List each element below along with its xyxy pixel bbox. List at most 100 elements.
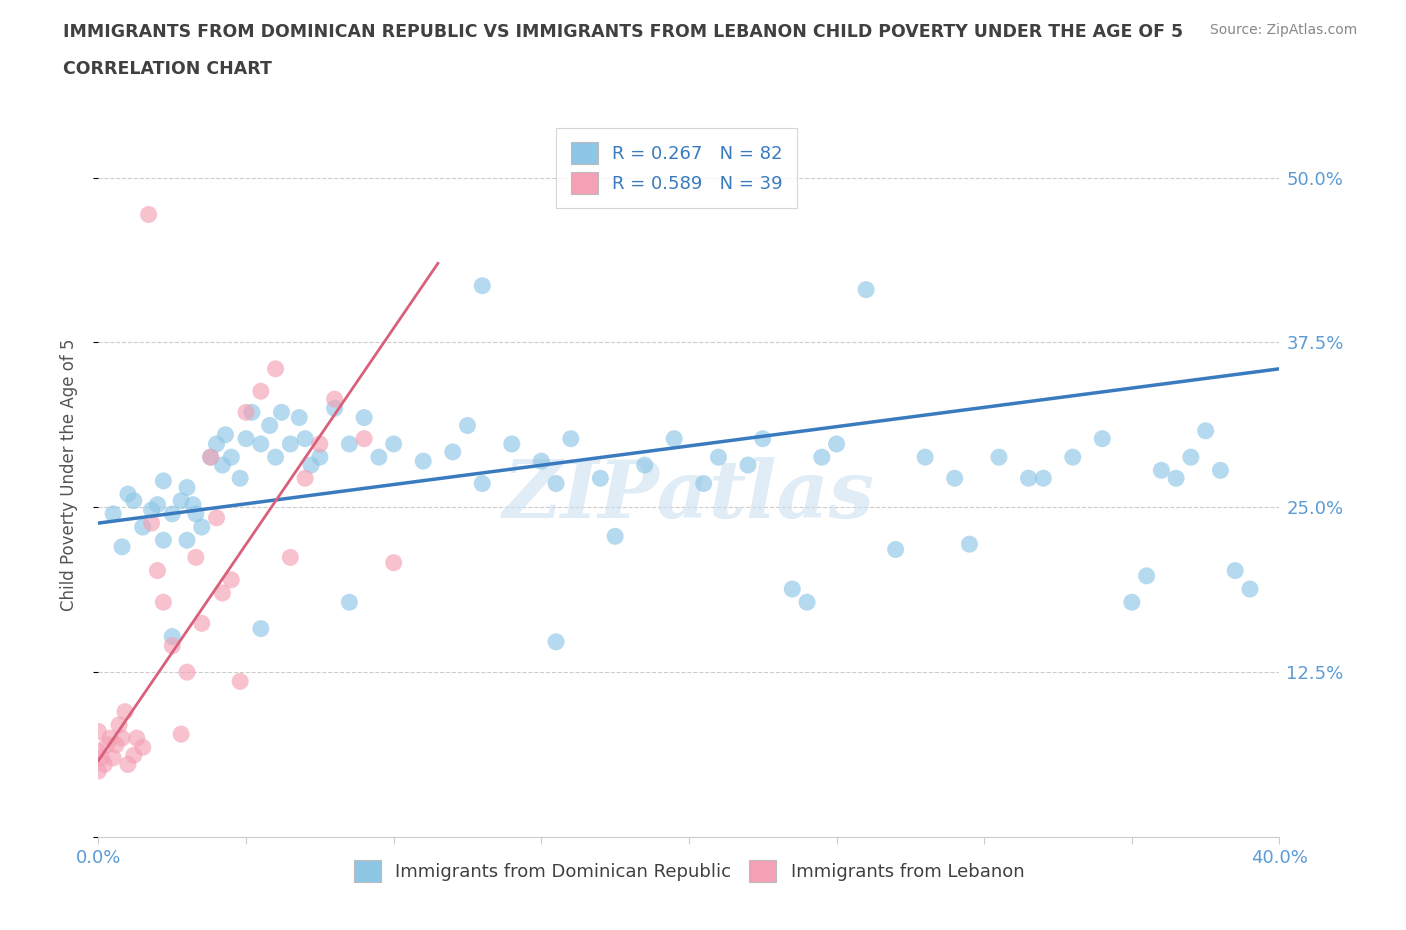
- Point: [294, 432, 316, 446]
- Point: [634, 458, 657, 472]
- Legend: Immigrants from Dominican Republic, Immigrants from Lebanon: Immigrants from Dominican Republic, Immi…: [346, 853, 1032, 890]
- Point: [162, 507, 183, 522]
- Point: [1150, 463, 1173, 478]
- Point: [914, 450, 936, 465]
- Point: [309, 436, 332, 451]
- Point: [752, 432, 775, 446]
- Point: [1018, 471, 1040, 485]
- Point: [339, 436, 361, 451]
- Point: [191, 520, 214, 535]
- Point: [782, 581, 804, 596]
- Point: [988, 450, 1011, 465]
- Point: [943, 471, 966, 485]
- Point: [693, 476, 716, 491]
- Point: [457, 418, 479, 433]
- Point: [368, 450, 391, 465]
- Point: [280, 550, 302, 565]
- Point: [162, 629, 183, 644]
- Point: [884, 542, 907, 557]
- Point: [125, 731, 148, 746]
- Point: [103, 507, 125, 522]
- Point: [323, 392, 346, 406]
- Point: [259, 418, 281, 433]
- Point: [1195, 423, 1218, 438]
- Point: [664, 432, 686, 446]
- Point: [589, 471, 612, 485]
- Point: [1166, 471, 1188, 485]
- Point: [1032, 471, 1054, 485]
- Point: [810, 450, 832, 465]
- Point: [264, 450, 287, 465]
- Point: [270, 405, 292, 419]
- Point: [1062, 450, 1084, 465]
- Point: [796, 595, 818, 610]
- Point: [96, 737, 118, 752]
- Point: [1180, 450, 1202, 465]
- Point: [309, 450, 332, 465]
- Point: [181, 498, 204, 512]
- Point: [323, 401, 346, 416]
- Point: [353, 410, 375, 425]
- Point: [235, 405, 257, 419]
- Point: [471, 476, 494, 491]
- Point: [87, 744, 110, 759]
- Point: [205, 511, 228, 525]
- Point: [737, 458, 759, 472]
- Point: [152, 473, 174, 488]
- Point: [111, 731, 134, 746]
- Point: [117, 486, 139, 501]
- Point: [501, 436, 523, 451]
- Point: [250, 384, 273, 399]
- Point: [170, 493, 193, 508]
- Point: [1225, 564, 1247, 578]
- Point: [122, 493, 145, 508]
- Point: [299, 458, 322, 472]
- Y-axis label: Child Poverty Under the Age of 5: Child Poverty Under the Age of 5: [59, 338, 77, 611]
- Point: [90, 751, 112, 765]
- Point: [288, 410, 311, 425]
- Point: [250, 621, 273, 636]
- Point: [855, 282, 877, 297]
- Point: [707, 450, 730, 465]
- Point: [959, 537, 981, 551]
- Point: [200, 450, 222, 465]
- Point: [146, 498, 169, 512]
- Point: [530, 454, 553, 469]
- Point: [132, 740, 155, 755]
- Point: [108, 717, 131, 732]
- Point: [471, 278, 494, 293]
- Point: [339, 595, 361, 610]
- Point: [235, 432, 257, 446]
- Point: [93, 757, 115, 772]
- Point: [1239, 581, 1261, 596]
- Point: [605, 529, 627, 544]
- Point: [382, 555, 405, 570]
- Point: [176, 533, 198, 548]
- Point: [87, 724, 110, 739]
- Point: [280, 436, 302, 451]
- Point: [229, 674, 252, 689]
- Point: [176, 480, 198, 495]
- Point: [229, 471, 252, 485]
- Point: [105, 737, 128, 752]
- Point: [264, 362, 287, 377]
- Text: Source: ZipAtlas.com: Source: ZipAtlas.com: [1209, 23, 1357, 37]
- Point: [211, 458, 233, 472]
- Point: [141, 515, 163, 530]
- Point: [205, 436, 228, 451]
- Point: [412, 454, 434, 469]
- Point: [138, 207, 160, 222]
- Point: [211, 586, 233, 601]
- Point: [250, 436, 273, 451]
- Point: [87, 764, 110, 778]
- Point: [546, 634, 568, 649]
- Point: [146, 564, 169, 578]
- Point: [294, 471, 316, 485]
- Point: [170, 726, 193, 741]
- Text: CORRELATION CHART: CORRELATION CHART: [63, 60, 273, 78]
- Point: [111, 539, 134, 554]
- Point: [191, 616, 214, 631]
- Point: [1209, 463, 1232, 478]
- Text: IMMIGRANTS FROM DOMINICAN REPUBLIC VS IMMIGRANTS FROM LEBANON CHILD POVERTY UNDE: IMMIGRANTS FROM DOMINICAN REPUBLIC VS IM…: [63, 23, 1184, 41]
- Point: [240, 405, 263, 419]
